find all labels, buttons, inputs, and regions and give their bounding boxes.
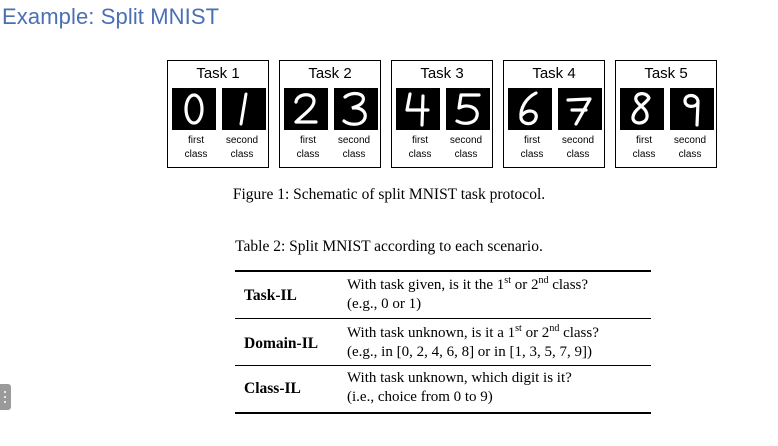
digit-4-image — [396, 88, 440, 130]
task-label: Task 3 — [420, 65, 464, 82]
digit-6-image — [508, 88, 552, 130]
task-panel-3: Task 3 first class second class — [391, 60, 493, 168]
table-row-divider — [235, 318, 651, 319]
digit-images — [396, 88, 490, 130]
task-panel-5: Task 5 first class second class — [615, 60, 717, 168]
task-schematic-figure: Task 1 first class second class Task 2 fir… — [167, 60, 718, 170]
scenario-table: Task-IL With task given, is it the 1st o… — [235, 270, 651, 414]
table-row-divider — [235, 365, 651, 366]
task-panel-1: Task 1 first class second class — [167, 60, 269, 168]
grip-dot — [4, 391, 6, 393]
task-panel-2: Task 2 first class second class — [279, 60, 381, 168]
first-class-label: first class — [408, 135, 432, 160]
scenario-example: (i.e., choice from 0 to 9) — [347, 389, 493, 405]
scenario-name: Domain-IL — [244, 335, 319, 352]
task-label: Task 1 — [196, 65, 240, 82]
digit-9-image — [670, 88, 714, 130]
digit-images — [172, 88, 266, 130]
digit-7-image — [558, 88, 602, 130]
first-class-label: first class — [184, 135, 208, 160]
task-label: Task 2 — [308, 65, 352, 82]
scenario-question: With task unknown, which digit is it? — [347, 370, 572, 386]
digit-images — [284, 88, 378, 130]
table-row: Task-IL With task given, is it the 1st o… — [235, 270, 651, 318]
digit-3-image — [334, 88, 378, 130]
scenario-question: With task given, is it the 1st or 2nd cl… — [347, 275, 589, 294]
digit-images — [620, 88, 714, 130]
second-class-label: second class — [673, 135, 707, 160]
table-bottom-rule — [235, 412, 651, 414]
slide-title: Example: Split MNIST — [2, 4, 220, 29]
digit-5-image — [446, 88, 490, 130]
table-caption: Table 2: Split MNIST according to each s… — [235, 238, 543, 255]
second-class-label: second class — [337, 135, 371, 160]
side-panel-handle[interactable] — [0, 384, 11, 410]
scenario-question: With task unknown, is it a 1st or 2nd cl… — [347, 323, 599, 342]
digit-images — [508, 88, 602, 130]
second-class-label: second class — [449, 135, 483, 160]
scenario-example: (e.g., 0 or 1) — [347, 296, 422, 312]
second-class-label: second class — [561, 135, 595, 160]
grip-dot — [4, 401, 6, 403]
table-row: Class-IL With task unknown, which digit … — [235, 365, 651, 413]
digit-8-image — [620, 88, 664, 130]
figure-caption: Figure 1: Schematic of split MNIST task … — [232, 186, 546, 203]
first-class-label: first class — [296, 135, 320, 160]
scenario-name: Task-IL — [244, 287, 297, 304]
table-row: Domain-IL With task unknown, is it a 1st… — [235, 318, 651, 365]
grip-dot — [4, 396, 6, 398]
second-class-label: second class — [225, 135, 259, 160]
task-label: Task 5 — [644, 65, 688, 82]
first-class-label: first class — [520, 135, 544, 160]
digit-2-image — [284, 88, 328, 130]
task-panel-4: Task 4 first class second class — [503, 60, 605, 168]
scenario-name: Class-IL — [244, 380, 301, 397]
scenario-example: (e.g., in [0, 2, 4, 6, 8] or in [1, 3, 5… — [347, 344, 592, 360]
task-label: Task 4 — [532, 65, 576, 82]
table-top-rule — [235, 270, 651, 272]
digit-1-image — [222, 88, 266, 130]
digit-0-image — [172, 88, 216, 130]
first-class-label: first class — [632, 135, 656, 160]
